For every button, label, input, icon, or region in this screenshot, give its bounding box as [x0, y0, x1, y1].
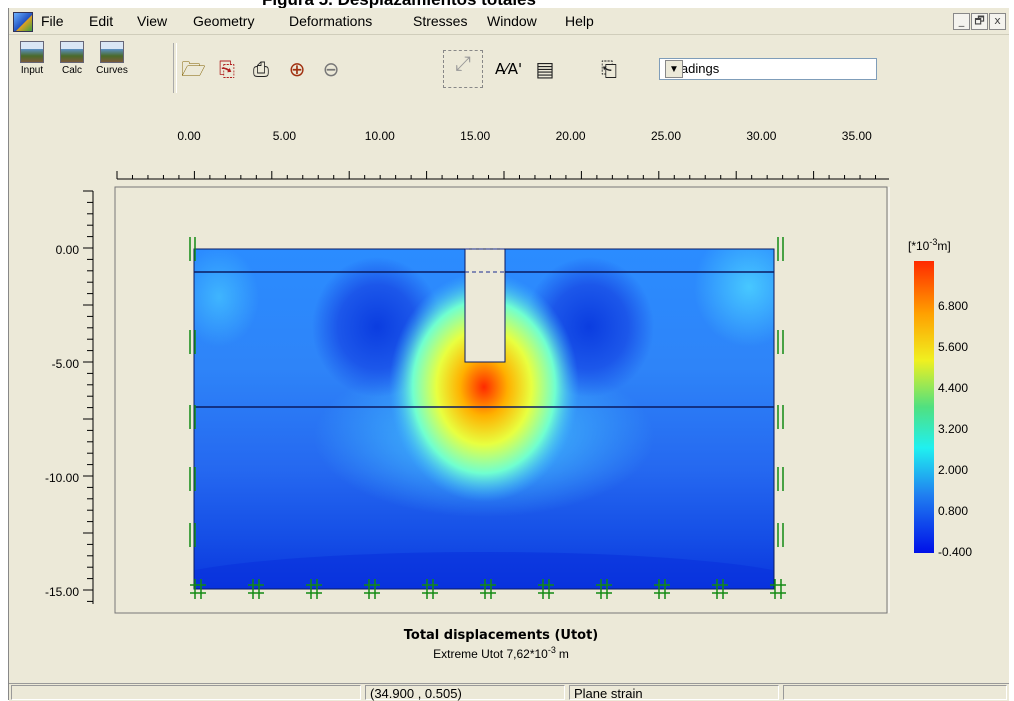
legend-label: 4.400 [938, 381, 968, 395]
x-axis-ruler: 0.00 5.00 10.00 15.00 20.00 25.00 30.00 35.00 [116, 129, 889, 180]
menu-file[interactable]: File [41, 13, 64, 29]
app-icon[interactable] [13, 12, 33, 32]
y-tick-label: -10.00 [45, 471, 79, 485]
legend-color-bar [914, 261, 934, 553]
y-axis-ruler: 0.00 -5.00 -10.00 -15.00 [45, 190, 94, 604]
legend-label: 0.800 [938, 504, 968, 518]
close-button[interactable]: x [989, 13, 1006, 30]
select-icon[interactable]: ⤢ [443, 50, 483, 88]
field-peak [389, 272, 579, 502]
menu-stresses[interactable]: Stresses [413, 13, 468, 29]
toolbar: Input Calc Curves 🗁 ⎘ ⎙ ⊕ ⊖ ⤢ A⁄A' ▤ ⎗ S… [9, 35, 1009, 108]
y-tick-label: -5.00 [52, 357, 80, 371]
zoom-out-icon[interactable]: ⊖ [322, 57, 340, 81]
menu-edit[interactable]: Edit [89, 13, 114, 29]
plaxis-output-window: File Edit View Geometry Deformations Str… [8, 8, 1009, 701]
status-mode: Plane strain [569, 685, 779, 701]
minimize-button[interactable]: _ [953, 13, 970, 30]
curves-program-label: Curves [96, 65, 128, 76]
plot-svg: 0.00 5.00 10.00 15.00 20.00 25.00 30.00 35.00 0… [45, 129, 972, 661]
x-axis-minor-ticks [116, 171, 877, 179]
excavation-pit [464, 248, 506, 363]
x-tick-label: 20.00 [556, 129, 586, 143]
x-tick-label: 15.00 [460, 129, 490, 143]
cross-section-icon[interactable]: A⁄A' [495, 60, 523, 78]
x-axis-tick-labels: 0.00 5.00 10.00 15.00 20.00 25.00 30.00 35.00 [177, 129, 872, 143]
y-axis-tick-labels: 0.00 -5.00 -10.00 -15.00 [45, 243, 79, 599]
legend: [*10-3m] 6.800 5.600 4.400 3.200 2.000 0.800 -… [908, 237, 972, 559]
menu-geometry[interactable]: Geometry [193, 13, 255, 29]
output-canvas: 0.00 5.00 10.00 15.00 20.00 25.00 30.00 35.00 0… [9, 107, 1009, 681]
legend-title: [*10-3m] [908, 237, 951, 253]
status-bar: (34.900 , 0.505) Plane strain [9, 683, 1009, 701]
status-cell-extra [783, 685, 1007, 700]
field-left-top [194, 249, 259, 347]
x-tick-label: 30.00 [746, 129, 776, 143]
plot-title: Total displacements (Utot) [404, 628, 599, 643]
boundary-fixities [189, 237, 786, 599]
y-tick-label: -15.00 [45, 585, 79, 599]
field-right-top [694, 249, 774, 347]
toolbar-separator [173, 43, 177, 93]
legend-labels: 6.800 5.600 4.400 3.200 2.000 0.800 -0.400 [938, 299, 972, 559]
y-tick-label: 0.00 [56, 243, 80, 257]
table-icon[interactable]: ▤ [535, 57, 555, 81]
menu-bar: File Edit View Geometry Deformations Str… [9, 8, 1009, 35]
x-tick-label: 10.00 [365, 129, 395, 143]
x-tick-label: 0.00 [177, 129, 201, 143]
document-caption: Figura 5. Desplazamientos totales [0, 0, 1014, 8]
curves-program-icon [100, 41, 124, 63]
status-coordinates: (34.900 , 0.505) [365, 685, 565, 701]
copy-icon[interactable]: ⎘ [219, 57, 235, 81]
displacement-field [194, 249, 774, 589]
view-select[interactable]: Shadings ▼ [659, 58, 877, 80]
menu-deformations[interactable]: Deformations [289, 13, 373, 29]
print-icon[interactable]: ⎙ [253, 57, 269, 81]
document-caption-text: Figura 5. Desplazamientos totales [262, 0, 536, 8]
input-program-icon [20, 41, 44, 63]
calc-program-icon [60, 41, 84, 63]
open-folder-icon[interactable]: 🗁 [181, 57, 206, 81]
legend-label: 3.200 [938, 422, 968, 436]
status-cell-empty [11, 685, 361, 700]
copy-to-clipboard-icon[interactable]: ⎗ [601, 57, 617, 81]
menu-window[interactable]: Window [487, 13, 537, 29]
x-tick-label: 35.00 [842, 129, 872, 143]
menu-view[interactable]: View [137, 13, 168, 29]
x-tick-label: 25.00 [651, 129, 681, 143]
curves-program-button[interactable]: Curves [95, 41, 129, 87]
field-bottom [194, 552, 774, 589]
menu-help[interactable]: Help [565, 13, 594, 29]
restore-button[interactable]: 🗗 [971, 13, 988, 30]
plot-subtitle: Extreme Utot 7,62*10-3 m [433, 645, 569, 661]
calc-program-button[interactable]: Calc [55, 41, 89, 87]
legend-label: 6.800 [938, 299, 968, 313]
input-program-button[interactable]: Input [15, 41, 49, 87]
legend-label: -0.400 [938, 545, 972, 559]
legend-label: 5.600 [938, 340, 968, 354]
y-axis-minor-ticks [83, 190, 93, 602]
legend-label: 2.000 [938, 463, 968, 477]
chevron-down-icon[interactable]: ▼ [665, 60, 683, 78]
input-program-label: Input [20, 65, 44, 76]
x-tick-label: 5.00 [273, 129, 297, 143]
zoom-in-icon[interactable]: ⊕ [288, 57, 306, 81]
calc-program-label: Calc [61, 65, 82, 76]
